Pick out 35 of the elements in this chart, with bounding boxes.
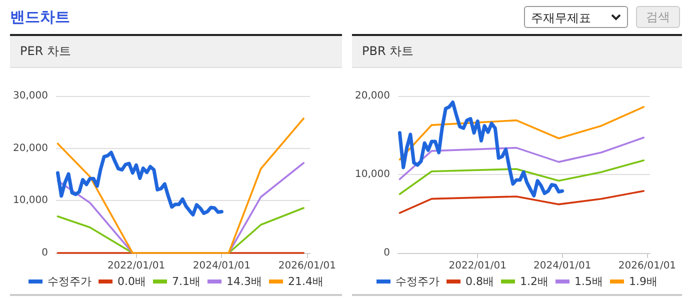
x-tick-label: 2022/01/01 [107, 260, 166, 272]
line-series [398, 100, 564, 198]
x-tick-label: 2024/01/01 [534, 260, 592, 272]
legend-label: 1.9배 [628, 275, 658, 288]
x-tick-label: 2026/01/01 [278, 260, 336, 272]
y-tick-label: 10,000 [354, 169, 390, 180]
chart-title: PER 차트 [10, 36, 342, 68]
legend-label: 0.8배 [466, 275, 494, 288]
y-tick-label: 20,000 [354, 90, 390, 102]
line-series [398, 159, 645, 196]
y-tick-label: 0 [384, 248, 390, 258]
legend-label: 수정주가 [48, 275, 92, 288]
y-tick-label: 20,000 [12, 142, 48, 154]
text: 밴드차트 [10, 8, 70, 27]
legend-label: 수정주가 [396, 275, 440, 288]
legend-label: 1.2배 [520, 275, 549, 288]
legend-label: 21.4배 [288, 275, 324, 288]
y-tick-label: 30,000 [12, 90, 48, 102]
line-series [398, 190, 645, 214]
legend-label: 14.3배 [226, 275, 262, 288]
legend-label: 0.0배 [118, 275, 146, 288]
y-tick-label: 0 [42, 248, 48, 258]
x-tick-label: 2024/01/01 [192, 260, 250, 272]
line-series [398, 136, 645, 180]
legend-label: 7.1배 [172, 275, 201, 288]
line-series [398, 106, 645, 160]
y-tick-label: 10,000 [12, 195, 48, 206]
dropdown-field: 주재무제표 [524, 6, 628, 28]
line-series [56, 118, 304, 254]
line-series [56, 150, 224, 217]
search-button: 검색 [636, 6, 680, 28]
legend-label: 1.5배 [574, 275, 603, 288]
x-tick-label: 2026/01/01 [618, 260, 676, 272]
chart-title: PBR 차트 [352, 36, 682, 68]
x-tick-label: 2022/01/01 [448, 260, 506, 272]
